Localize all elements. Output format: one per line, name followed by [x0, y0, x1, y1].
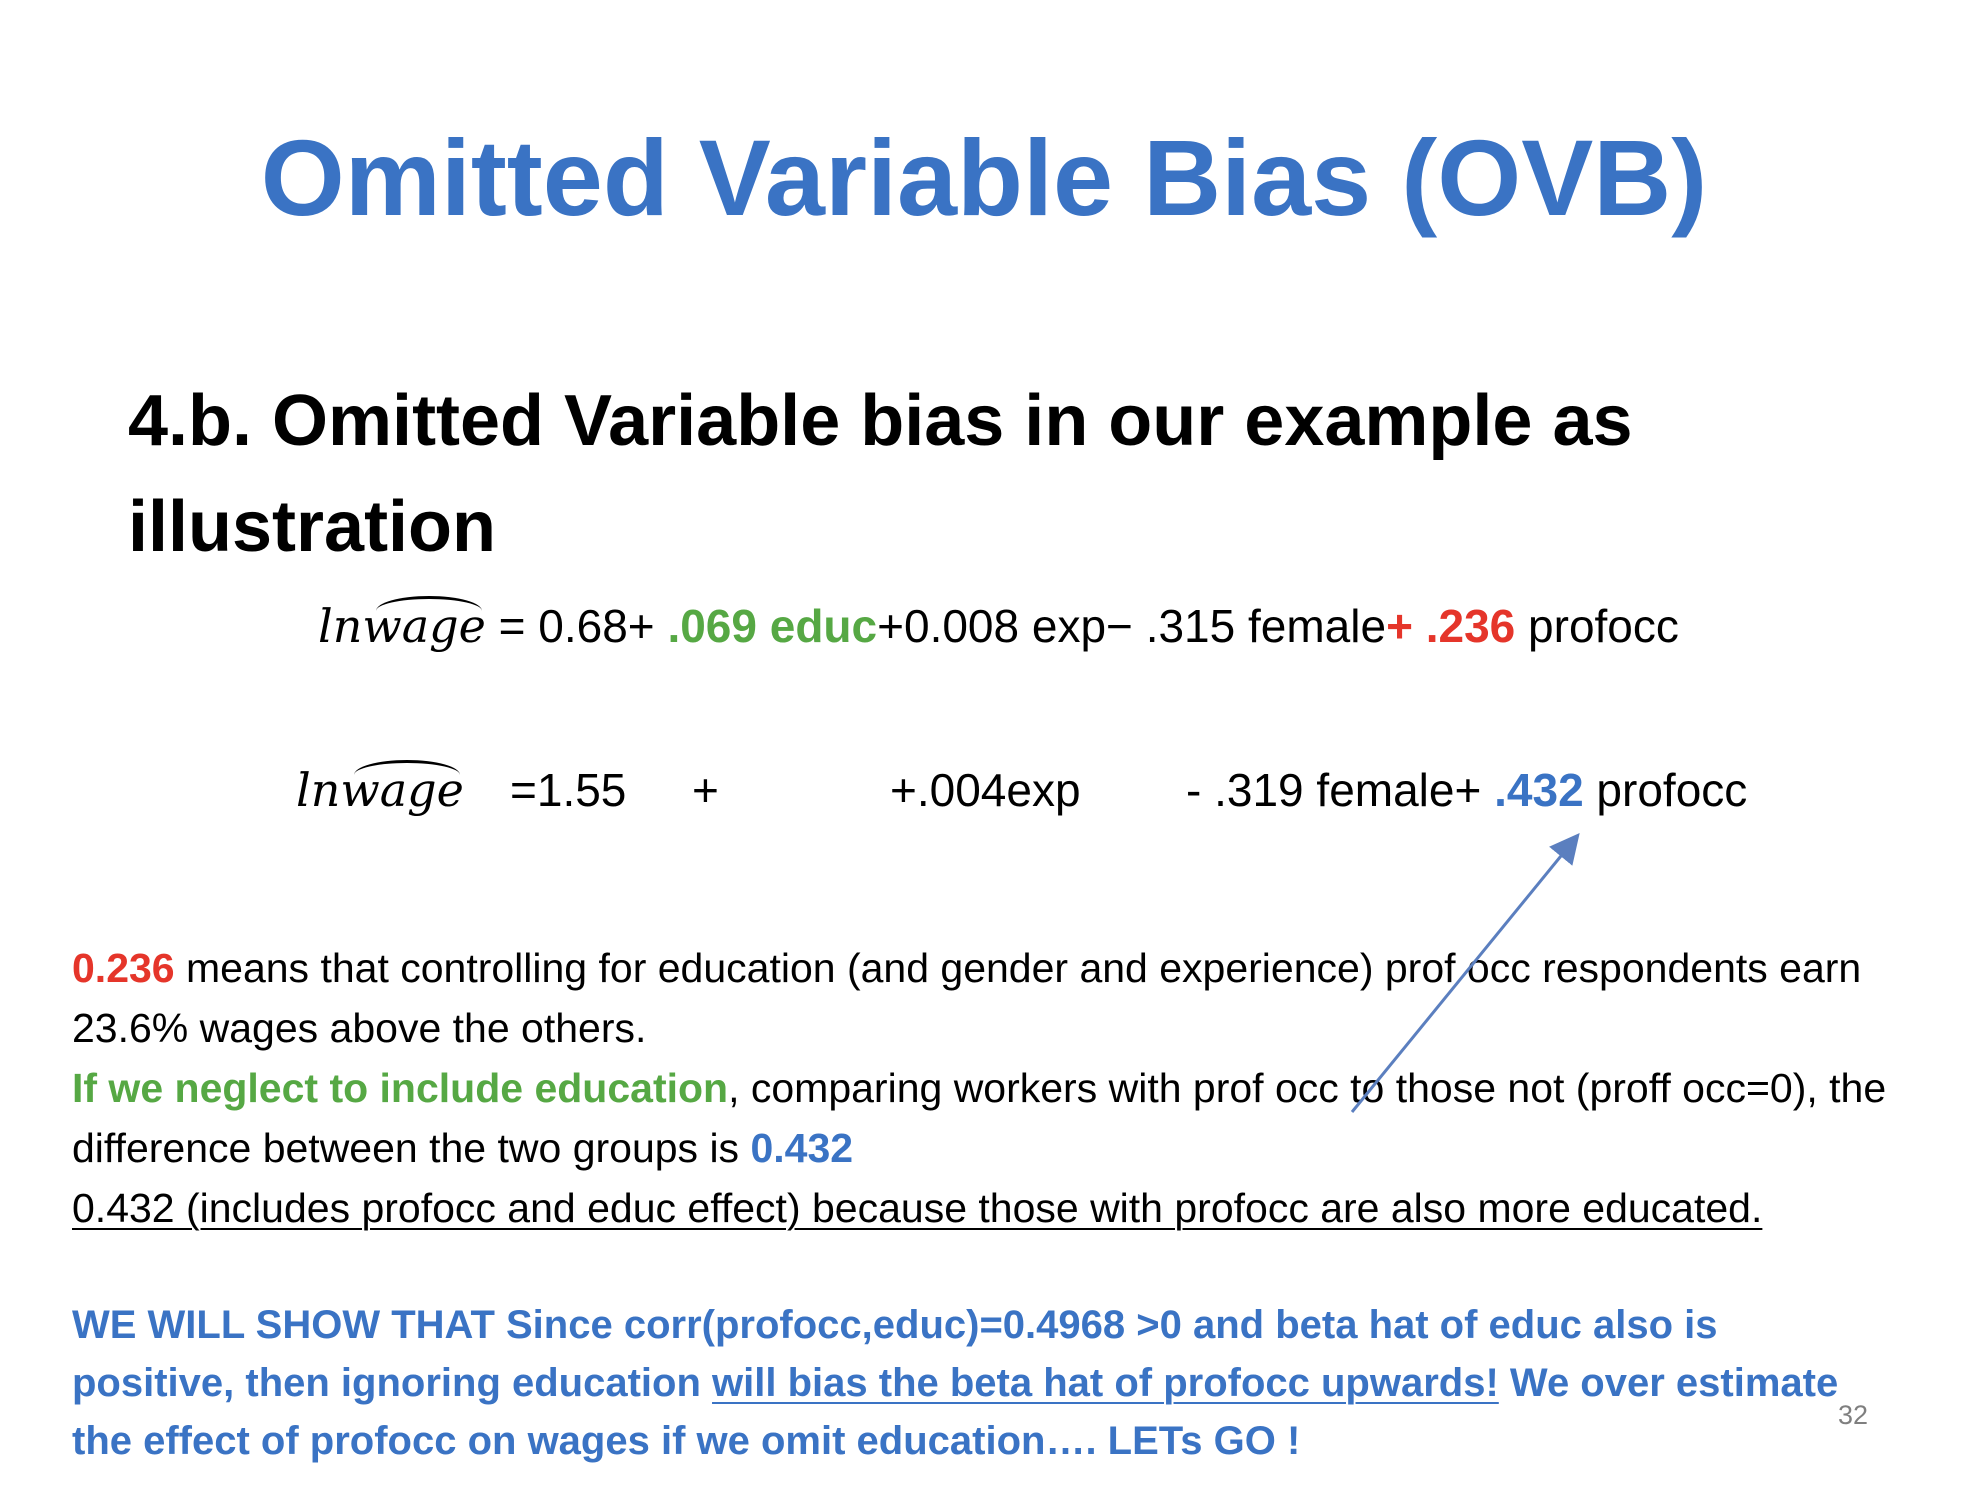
equation-short-model: lnwage =1.55 + +.004exp - .319 female+ .…	[296, 760, 1856, 820]
explanation-text: 0.236 means that controlling for educati…	[72, 938, 1952, 1238]
paragraph-text: , comparing workers with prof occ to tho…	[72, 1065, 1887, 1171]
neglect-lead: If we neglect to include education	[72, 1065, 729, 1111]
intercept: =1.55	[510, 764, 627, 816]
educ-coefficient: .069 educ	[667, 600, 878, 652]
lnwage-hat-symbol: lnwage	[318, 596, 486, 656]
hat-accent	[376, 596, 482, 611]
paragraph-text: means that controlling for education (an…	[72, 945, 1862, 1051]
conclusion-part2: We over estimate the effect of profocc o…	[72, 1361, 1839, 1463]
profocc-label: profocc	[1583, 764, 1748, 816]
arrow-line	[1350, 833, 1580, 1113]
coef-0236: 0.236	[72, 945, 175, 991]
coef-0432: 0.432	[750, 1125, 854, 1171]
page-number: 32	[1838, 1400, 1869, 1430]
female-term-text: - .319 female+	[1186, 764, 1495, 816]
profocc-coefficient: .432	[1494, 764, 1584, 816]
conclusion-part1: WE WILL SHOW THAT Since corr(profocc,edu…	[72, 1303, 1718, 1405]
conclusion-underlined: will bias the beta hat of profocc upward…	[712, 1361, 1499, 1405]
equals-sign: =	[485, 600, 539, 652]
paragraph-includes: 0.432 (includes profocc and educ effect)…	[72, 1185, 1763, 1231]
lnwage-hat-symbol: lnwage	[296, 760, 464, 820]
section-heading: 4.b. Omitted Variable bias in our exampl…	[128, 381, 1633, 567]
intercept: 0.68+	[538, 600, 668, 652]
exp-female-terms: +0.008 exp− .315 female	[877, 600, 1387, 652]
conclusion-text: WE WILL SHOW THAT Since corr(profocc,edu…	[72, 1296, 1872, 1470]
profocc-label: profocc	[1515, 600, 1679, 652]
conclusion-paragraph: WE WILL SHOW THAT Since corr(profocc,edu…	[72, 1296, 1872, 1470]
female-term: - .319 female+ .432 profocc	[1186, 760, 1747, 820]
equation-full-model: lnwage = 0.68+ .069 educ+0.008 exp− .315…	[318, 596, 1679, 656]
paragraph-neglect: If we neglect to include education, comp…	[72, 1058, 1952, 1178]
hat-accent	[354, 760, 460, 775]
exp-term: +.004exp	[890, 764, 1081, 816]
plus-sign: +	[692, 764, 719, 816]
paragraph-0236: 0.236 means that controlling for educati…	[72, 938, 1952, 1058]
slide-title: Omitted Variable Bias (OVB)	[260, 117, 1708, 238]
profocc-coefficient: + .236	[1386, 600, 1516, 652]
